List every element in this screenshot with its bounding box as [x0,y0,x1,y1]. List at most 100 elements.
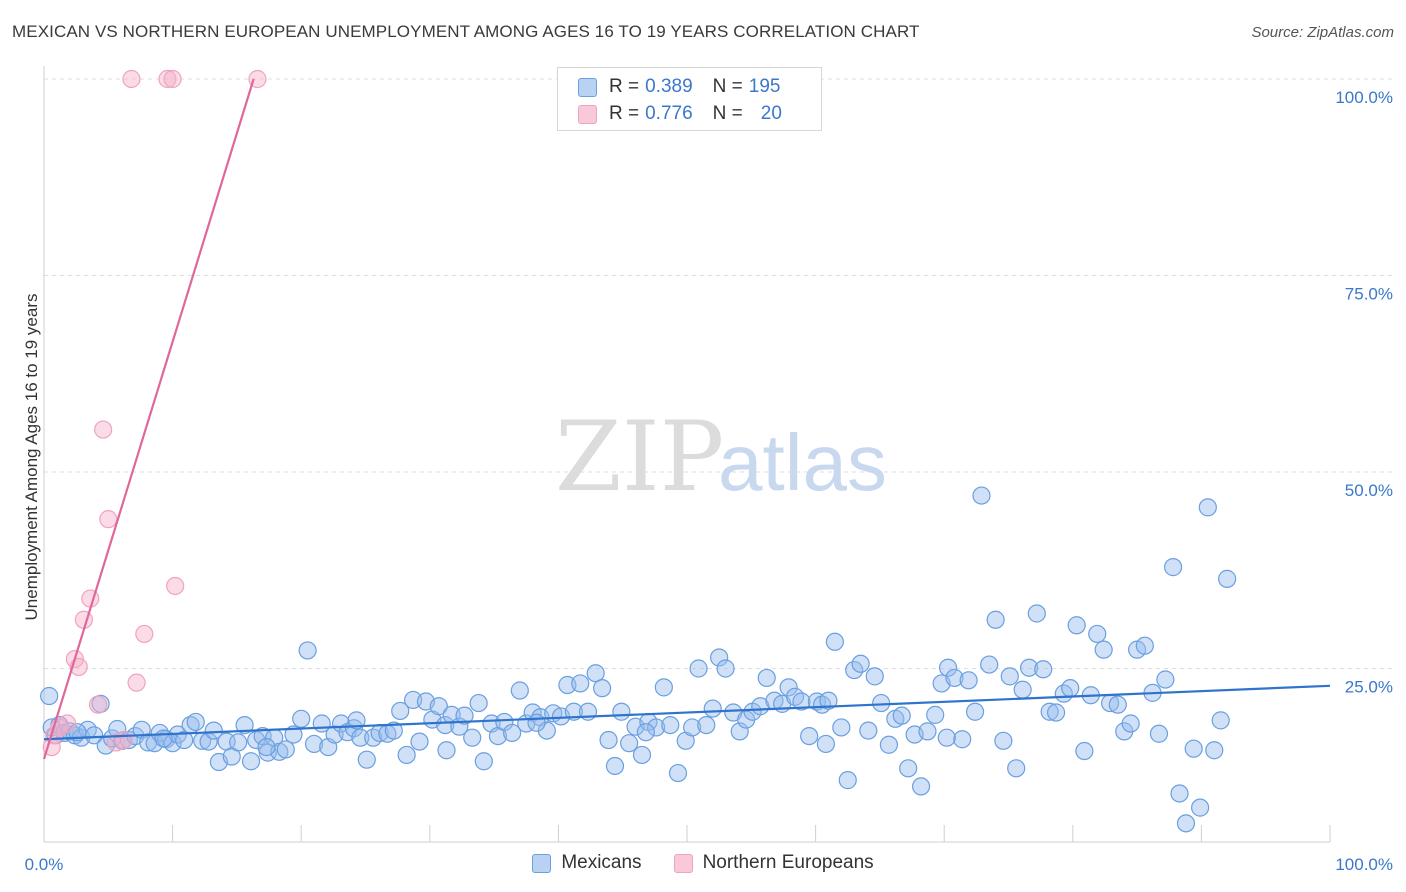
point-mexicans [40,686,59,706]
series-swatch-northern-europeans [673,853,693,873]
point-mexicans [972,486,991,505]
chart-title: MEXICAN VS NORTHERN EUROPEAN UNEMPLOYMEN… [12,22,920,41]
point-mexicans [612,702,631,721]
point-mexicans [654,678,673,697]
point-mexicans [832,718,851,737]
point-mexicans [1061,679,1080,698]
watermark-zip: ZIP [555,401,724,513]
point-mexicans [1184,739,1203,758]
point-mexicans [571,674,590,693]
point-mexicans [357,750,376,769]
point-mexicans [463,728,482,747]
point-mexicans [994,731,1013,750]
series-swatch-mexicans [532,853,552,873]
point-mexicans [1007,759,1026,778]
point-mexicans [1094,640,1113,659]
point-mexicans [859,721,878,740]
point-mexicans [1121,714,1140,733]
point-mexicans [945,668,964,688]
point-mexicans [1191,798,1210,817]
point-mexicans [257,737,276,757]
point-mexicans [779,678,798,697]
point-mexicans [436,715,455,735]
trendlines [42,78,1331,760]
point-mexicans [154,729,173,748]
point-mexicans [937,728,956,747]
point-mexicans [593,679,612,698]
grid-lines [44,78,1393,669]
point-mexicans [351,728,370,747]
trendline-northern-europeans [42,78,255,760]
point-mexicans [510,681,529,700]
point-mexicans [391,701,410,721]
point-mexicans [1046,703,1066,722]
point-mexicans [284,725,303,744]
point-mexicans [292,709,311,728]
point-mexicans [683,718,702,737]
legend-n-label: N = [712,103,743,124]
point-mexicans [825,632,844,651]
point-mexicans [503,723,522,743]
point-mexicans [938,658,958,677]
trendline-mexicans [43,684,1331,741]
point-mexicans [1067,616,1086,635]
point-mexicans [636,723,655,742]
point-mexicans [1027,604,1046,623]
point-mexicans [668,763,688,783]
point-mexicans [710,648,729,667]
y-tick-labels: 100.0% 75.0% 50.0% 25.0% [1335,88,1393,697]
legend-r-value: 0.389 [645,76,693,97]
point-mexicans [959,671,978,690]
point-mexicans [1075,741,1094,761]
series-name-northern-europeans: Northern Europeans [702,852,874,873]
point-mexicans [986,610,1005,629]
legend-r-label: R = [609,76,640,97]
point-mexicans [108,719,127,739]
point-mexicans [298,641,317,660]
point-mexicans [304,734,324,754]
point-mexicans [620,734,639,753]
point-mexicans [1019,658,1039,677]
legend-row-mexicans: R = 0.389 N = 195 [578,74,780,100]
point-mexicans [838,771,857,790]
point-northern-europeans [99,510,118,529]
point-mexicans [347,711,366,730]
point-mexicans [1205,741,1224,760]
point-mexicans [229,733,248,752]
series-legend-northern-europeans[interactable]: Northern Europeans [673,852,874,874]
point-mexicans [918,722,937,741]
x-tick-labels: 0.0% 100.0% [25,855,1393,874]
legend-n-value: 195 [748,76,781,97]
point-mexicans [253,726,272,746]
series-legend: Mexicans Northern Europeans [0,852,1406,874]
y-tick-label: 100.0% [1335,88,1393,107]
series-legend-mexicans[interactable]: Mexicans [532,852,642,874]
point-mexicans [1170,784,1189,803]
point-mexicans [1034,660,1053,679]
point-mexicans [965,702,985,721]
legend-swatch-northern-europeans [578,104,597,124]
point-mexicans [469,693,488,713]
point-mexicans [527,713,546,732]
point-mexicans [204,721,223,740]
correlation-legend: R = 0.389 N = 195 R = 0.776 N = 20 [557,67,822,131]
point-mexicans [455,706,474,725]
point-mexicans [1211,711,1230,730]
legend-r-label: R = [609,103,640,124]
point-mexicans [474,752,493,771]
point-mexicans [1176,814,1196,833]
point-mexicans [792,692,811,711]
point-mexicans [865,667,884,686]
point-mexicans [800,726,819,746]
point-mexicans [1135,636,1154,655]
point-mexicans [953,730,972,749]
point-mexicans [757,668,776,688]
x-tick-label: 0.0% [25,855,64,874]
point-northern-europeans [94,420,113,439]
legend-row-northern-europeans: R = 0.776 N = 20 [578,101,782,127]
point-mexicans [599,730,618,750]
legend-r-value: 0.776 [645,103,693,124]
point-mexicans [879,735,899,754]
data-points [40,69,1237,833]
